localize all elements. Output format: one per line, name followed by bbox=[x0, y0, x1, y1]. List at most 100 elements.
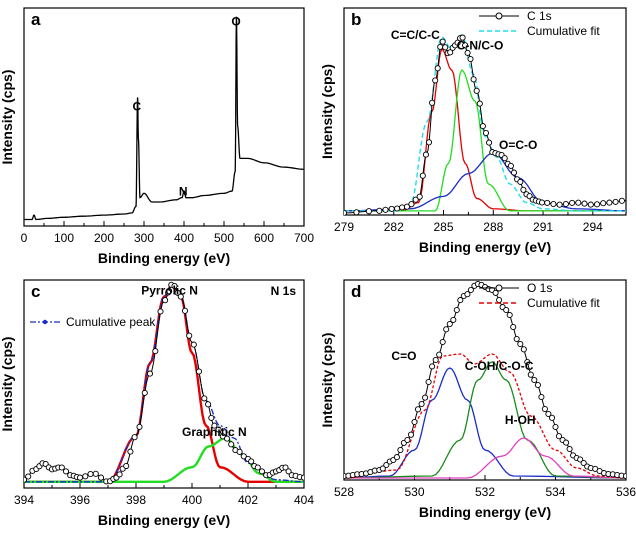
data-point bbox=[379, 465, 386, 472]
x-tick-label: 404 bbox=[294, 493, 314, 507]
data-point bbox=[412, 196, 419, 203]
data-point bbox=[87, 470, 94, 478]
data-point bbox=[552, 423, 559, 431]
data-point bbox=[174, 289, 181, 296]
data-point bbox=[513, 335, 520, 343]
data-point bbox=[476, 100, 483, 107]
data-point bbox=[236, 448, 243, 455]
x-tick-label: 294 bbox=[583, 220, 603, 234]
data-point bbox=[127, 448, 134, 455]
x-tick-label: 400 bbox=[174, 231, 194, 245]
data-point bbox=[538, 393, 545, 401]
panel-c: 394 396 398 400 402 404 Binding energy (eV) Int… bbox=[0, 279, 314, 528]
x-tick-label: 600 bbox=[254, 231, 274, 245]
x-tick-label: 200 bbox=[94, 231, 114, 245]
data-point bbox=[566, 445, 573, 453]
data-point bbox=[541, 405, 548, 413]
legend-marker bbox=[495, 284, 503, 292]
x-tick-label: 402 bbox=[238, 493, 258, 507]
data-point bbox=[443, 326, 450, 333]
data-point bbox=[462, 42, 469, 49]
data-point bbox=[177, 293, 184, 300]
series-line-cumulative-fit bbox=[344, 353, 626, 479]
data-point bbox=[434, 65, 441, 72]
data-point bbox=[141, 389, 148, 396]
data-point bbox=[186, 332, 193, 339]
data-point bbox=[383, 461, 390, 469]
data-point bbox=[587, 201, 594, 208]
x-tick-label: 530 bbox=[404, 485, 424, 499]
data-point bbox=[211, 422, 218, 429]
data-point bbox=[422, 151, 429, 158]
data-point bbox=[394, 205, 401, 212]
x-axis-title: Binding energy (eV) bbox=[98, 250, 230, 266]
peak-label: Pyrrolic N bbox=[141, 284, 198, 298]
data-point bbox=[520, 346, 527, 353]
legend-label: O 1s bbox=[527, 281, 552, 295]
data-point bbox=[503, 306, 510, 314]
legend-label: Cumulative fit bbox=[527, 296, 600, 310]
x-tick-label: 396 bbox=[70, 493, 90, 507]
peak-label: N bbox=[179, 184, 188, 198]
x-axis-title: Binding energy (eV) bbox=[419, 239, 551, 255]
panel-d: 528 530 532 534 536 Binding energy (eV) Intens… bbox=[319, 279, 636, 520]
data-point bbox=[285, 468, 292, 475]
data-point bbox=[555, 433, 563, 440]
data-point bbox=[76, 474, 84, 481]
y-axis-title: Intensity (cps) bbox=[0, 337, 15, 432]
data-point bbox=[575, 199, 582, 206]
data-point bbox=[58, 464, 65, 471]
x-axis-title: Binding energy (eV) bbox=[98, 512, 230, 528]
peak-label: O bbox=[231, 14, 240, 28]
x-tick-label: 398 bbox=[126, 493, 146, 507]
data-point bbox=[62, 468, 70, 475]
data-point bbox=[344, 209, 348, 215]
data-point bbox=[418, 400, 425, 408]
legend-marker bbox=[42, 319, 48, 325]
data-point bbox=[215, 426, 222, 433]
data-point bbox=[520, 186, 527, 193]
data-point bbox=[457, 297, 464, 304]
data-point bbox=[228, 441, 235, 448]
data-point bbox=[92, 470, 99, 477]
data-point bbox=[171, 282, 178, 290]
data-point bbox=[612, 198, 619, 205]
data-point bbox=[524, 358, 531, 366]
series-line-pyrrolic-n bbox=[24, 282, 304, 483]
data-point bbox=[437, 43, 444, 50]
data-point bbox=[538, 199, 546, 206]
panel-b: 279 282 285 288 291 294 Binding energy (eV) Int… bbox=[319, 7, 627, 255]
data-point bbox=[403, 203, 411, 210]
peak-label: C-N/C-O bbox=[457, 38, 504, 52]
data-point bbox=[507, 162, 514, 169]
data-point bbox=[548, 414, 556, 421]
data-point bbox=[569, 199, 576, 206]
data-point bbox=[399, 204, 406, 211]
data-point bbox=[223, 435, 231, 442]
x-axis-title: Binding energy (eV) bbox=[419, 504, 551, 520]
data-point bbox=[419, 172, 426, 179]
legend-label: Cumulative peak bbox=[66, 315, 156, 329]
data-point bbox=[201, 395, 208, 402]
data-point bbox=[496, 296, 503, 304]
data-point bbox=[459, 34, 466, 41]
data-point bbox=[136, 423, 143, 430]
data-point bbox=[545, 410, 552, 418]
panel-label: d bbox=[351, 282, 361, 301]
data-point bbox=[454, 39, 461, 46]
series-line-cumulative-fit bbox=[344, 34, 626, 212]
data-point bbox=[190, 341, 197, 348]
data-point bbox=[131, 434, 138, 441]
x-tick-label: 532 bbox=[475, 485, 495, 499]
data-point bbox=[432, 77, 439, 84]
panel-label: a bbox=[31, 10, 41, 29]
data-point bbox=[442, 44, 449, 51]
y-axis-title: Intensity (cps) bbox=[0, 70, 15, 165]
data-point bbox=[562, 200, 569, 208]
data-point bbox=[353, 209, 360, 215]
data-point bbox=[408, 201, 415, 208]
x-tick-label: 279 bbox=[334, 220, 354, 234]
peak-label: Graphitic N bbox=[182, 425, 247, 439]
data-point bbox=[152, 348, 159, 355]
